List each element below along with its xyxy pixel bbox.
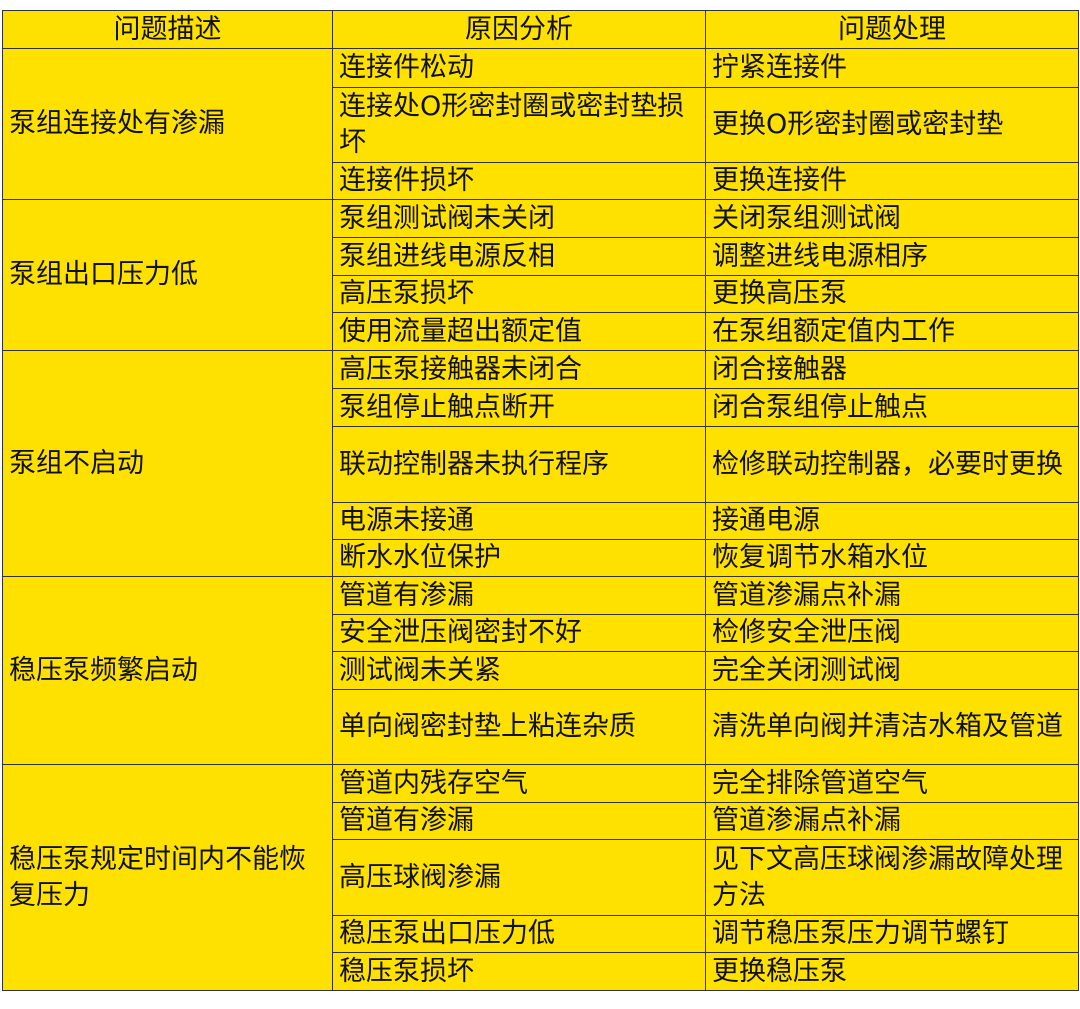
cause-cell: 稳压泵损坏 — [332, 952, 706, 991]
fix-cell: 完全关闭测试阀 — [705, 651, 1079, 690]
fix-cell: 检修联动控制器，必要时更换 — [705, 426, 1079, 503]
fix-cell: 在泵组额定值内工作 — [705, 312, 1079, 351]
fix-cell: 闭合接触器 — [705, 350, 1079, 389]
cause-cell: 连接件松动 — [332, 48, 706, 88]
problem-cell: 稳压泵规定时间内不能恢复压力 — [2, 764, 333, 991]
fix-cell: 检修安全泄压阀 — [705, 614, 1079, 652]
cause-cell: 连接处O形密封圈或密封垫损坏 — [332, 87, 706, 163]
table-row: 测试阀未关紧 完全关闭测试阀 — [3, 651, 1079, 690]
table-row: 管道有渗漏 管道渗漏点补漏 — [3, 802, 1079, 840]
fix-cell: 管道渗漏点补漏 — [705, 802, 1079, 840]
fix-cell: 更换O形密封圈或密封垫 — [705, 87, 1079, 163]
table-row: 稳压泵规定时间内不能恢复压力 管道内残存空气 完全排除管道空气 — [2, 764, 1079, 991]
fix-cell: 恢复调节水箱水位 — [705, 539, 1079, 577]
cause-cell: 测试阀未关紧 — [332, 651, 706, 690]
fix-cell: 闭合泵组停止触点 — [705, 388, 1079, 427]
cause-cell: 泵组停止触点断开 — [332, 388, 706, 427]
table-row: 泵组不启动 高压泵接触器未闭合 闭合接触器 — [2, 350, 1079, 577]
troubleshooting-table: 问题描述 原因分析 问题处理 泵组连接处有渗漏 连接件松动 拧紧连接件 连接处O形密封… — [2, 10, 1079, 991]
fix-cell: 见下文高压球阀渗漏故障处理方法 — [705, 839, 1079, 916]
cause-cell: 使用流量超出额定值 — [332, 312, 706, 351]
table-row: 单向阀密封垫上粘连杂质 清洗单向阀并清洁水箱及管道 — [3, 689, 1079, 765]
table-row: 高压泵损坏 更换高压泵 — [3, 275, 1079, 313]
fix-cell: 完全排除管道空气 — [705, 764, 1079, 803]
cause-cell: 电源未接通 — [332, 502, 706, 540]
header-row: 问题描述 原因分析 问题处理 — [2, 10, 1079, 49]
cause-cell: 断水水位保护 — [332, 539, 706, 577]
cause-cell: 高压泵接触器未闭合 — [332, 350, 706, 389]
cause-cell: 泵组测试阀未关闭 — [332, 199, 706, 238]
table-row: 电源未接通 接通电源 — [3, 502, 1079, 540]
table-row: 稳压泵频繁启动 管道有渗漏 管道渗漏点补漏 — [2, 576, 1079, 765]
cause-cell: 单向阀密封垫上粘连杂质 — [332, 689, 706, 765]
table-row: 泵组出口压力低 泵组测试阀未关闭 关闭泵组测试阀 — [2, 199, 1079, 351]
table-row: 高压球阀渗漏 见下文高压球阀渗漏故障处理方法 — [3, 839, 1079, 916]
table-row: 泵组停止触点断开 闭合泵组停止触点 — [3, 388, 1079, 427]
table-row: 泵组连接处有渗漏 连接件松动 拧紧连接件 — [2, 48, 1079, 200]
table-row: 联动控制器未执行程序 检修联动控制器，必要时更换 — [3, 426, 1079, 503]
table-row: 断水水位保护 恢复调节水箱水位 — [3, 539, 1079, 577]
problem-cell: 泵组出口压力低 — [2, 199, 333, 351]
fix-cell: 更换稳压泵 — [705, 952, 1079, 991]
cause-cell: 安全泄压阀密封不好 — [332, 614, 706, 652]
problem-cell: 泵组不启动 — [2, 350, 333, 577]
table-row: 使用流量超出额定值 在泵组额定值内工作 — [3, 312, 1079, 351]
fix-cell: 调整进线电源相序 — [705, 237, 1079, 276]
table-row: 安全泄压阀密封不好 检修安全泄压阀 — [3, 614, 1079, 652]
fix-cell: 管道渗漏点补漏 — [705, 576, 1079, 615]
table-row: 稳压泵损坏 更换稳压泵 — [3, 952, 1079, 991]
fix-cell: 调节稳压泵压力调节螺钉 — [705, 915, 1079, 953]
cause-cell: 高压泵损坏 — [332, 275, 706, 313]
problem-cell: 泵组连接处有渗漏 — [2, 48, 333, 200]
problem-cell: 稳压泵频繁启动 — [2, 576, 333, 765]
cause-cell: 管道内残存空气 — [332, 764, 706, 803]
fix-cell: 关闭泵组测试阀 — [705, 199, 1079, 238]
cause-cell: 管道有渗漏 — [332, 576, 706, 615]
table-row: 泵组进线电源反相 调整进线电源相序 — [3, 237, 1079, 276]
header-fix: 问题处理 — [705, 10, 1079, 49]
header-problem: 问题描述 — [2, 10, 333, 49]
cause-cell: 联动控制器未执行程序 — [332, 426, 706, 503]
fix-cell: 更换高压泵 — [705, 275, 1079, 313]
cause-cell: 稳压泵出口压力低 — [332, 915, 706, 953]
header-cause: 原因分析 — [332, 10, 706, 49]
fix-cell: 接通电源 — [705, 502, 1079, 540]
cause-cell: 管道有渗漏 — [332, 802, 706, 840]
fix-cell: 拧紧连接件 — [705, 48, 1079, 88]
fix-cell: 更换连接件 — [705, 162, 1079, 200]
cause-cell: 高压球阀渗漏 — [332, 839, 706, 916]
table-row: 稳压泵出口压力低 调节稳压泵压力调节螺钉 — [3, 915, 1079, 953]
cause-cell: 连接件损坏 — [332, 162, 706, 200]
cause-cell: 泵组进线电源反相 — [332, 237, 706, 276]
fix-cell: 清洗单向阀并清洁水箱及管道 — [705, 689, 1079, 765]
table-row: 连接件损坏 更换连接件 — [3, 162, 1079, 200]
